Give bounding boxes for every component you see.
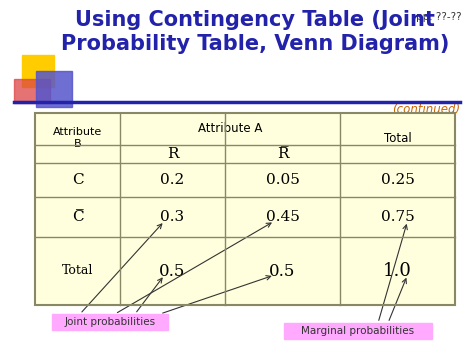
Text: Attribute
B: Attribute B [53, 127, 102, 149]
Text: C: C [72, 173, 83, 187]
Text: Attribute A: Attribute A [198, 122, 262, 136]
FancyBboxPatch shape [52, 314, 168, 330]
Text: (continued): (continued) [392, 103, 460, 116]
Bar [36, 71, 72, 107]
FancyBboxPatch shape [284, 323, 432, 339]
Text: Total: Total [62, 264, 93, 278]
Text: Total: Total [383, 131, 411, 144]
Text: 0.2: 0.2 [160, 173, 185, 187]
Bar [22, 55, 54, 87]
Text: pp. ??-??: pp. ??-?? [416, 12, 462, 22]
Text: Using Contingency Table (Joint
Probability Table, Venn Diagram): Using Contingency Table (Joint Probabili… [61, 10, 449, 54]
Text: 0.45: 0.45 [265, 210, 300, 224]
Bar [14, 79, 50, 103]
Text: 0.5: 0.5 [269, 262, 296, 279]
Text: R: R [167, 147, 178, 161]
Text: Marginal probabilities: Marginal probabilities [301, 326, 415, 336]
Text: C̅: C̅ [72, 210, 83, 224]
Text: 0.5: 0.5 [159, 262, 186, 279]
Text: Joint probabilities: Joint probabilities [64, 317, 155, 327]
Bar [35, 113, 455, 305]
Text: 1.0: 1.0 [383, 262, 412, 280]
Bar [35, 113, 455, 305]
Text: 0.25: 0.25 [381, 173, 414, 187]
Text: R̅: R̅ [277, 147, 288, 161]
Text: 0.05: 0.05 [265, 173, 300, 187]
Text: 0.3: 0.3 [160, 210, 184, 224]
Text: 0.75: 0.75 [381, 210, 414, 224]
